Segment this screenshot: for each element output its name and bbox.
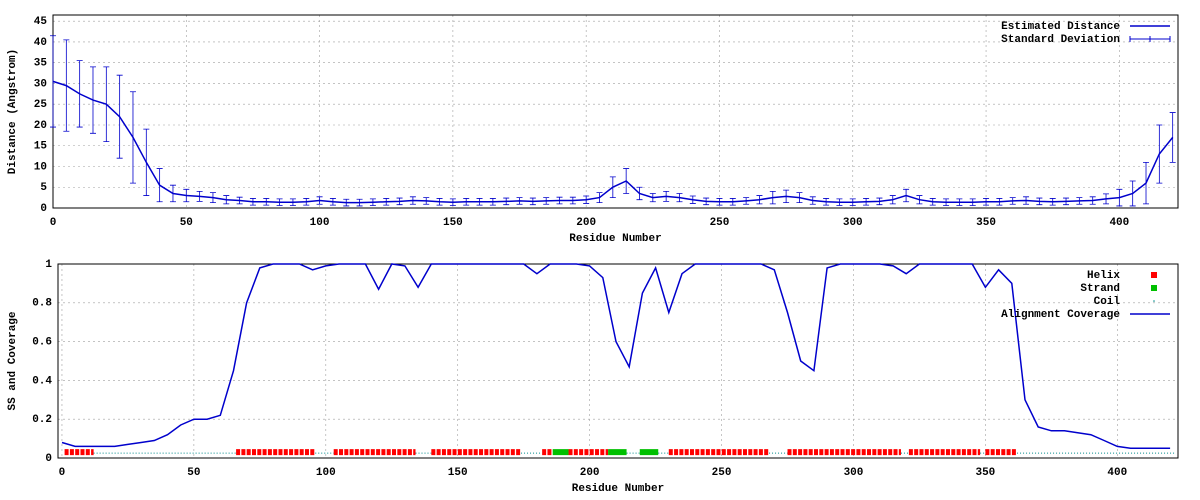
- x-tick-label: 150: [448, 467, 468, 479]
- y-tick-label: 35: [34, 58, 48, 70]
- data-line: [61, 263, 1171, 450]
- x-tick-label: 400: [1109, 217, 1129, 229]
- plot-frame: [57, 263, 1179, 459]
- x-tick-label: 250: [710, 217, 730, 229]
- y-tick-label: 10: [34, 161, 47, 173]
- y-tick-label: 25: [34, 99, 48, 111]
- y-axis-title: SS and Coverage: [7, 311, 19, 410]
- y-tick-label: 15: [34, 141, 48, 153]
- x-tick-label: 400: [1107, 467, 1127, 479]
- x-tick-label: 350: [976, 217, 996, 229]
- x-tick-label: 300: [844, 467, 864, 479]
- legend-marker: [1151, 285, 1157, 291]
- x-tick-label: 100: [316, 467, 336, 479]
- y-tick-label: 0.8: [32, 298, 52, 310]
- y-tick-label: 0.2: [32, 414, 52, 426]
- legend-label: Strand: [1080, 283, 1120, 295]
- legend-errorbar: [1129, 36, 1171, 42]
- x-tick-label: 350: [975, 467, 995, 479]
- x-tick-label: 0: [50, 217, 57, 229]
- y-tick-label: 0.4: [32, 375, 52, 387]
- x-tick-label: 100: [310, 217, 330, 229]
- x-tick-label: 50: [180, 217, 193, 229]
- legend-label: Coil: [1094, 296, 1121, 308]
- y-tick-label: 1: [45, 259, 52, 271]
- x-tick-label: 250: [712, 467, 732, 479]
- y-tick-label: 40: [34, 37, 47, 49]
- y-tick-label: 45: [34, 16, 48, 28]
- y-tick-label: 5: [40, 182, 47, 194]
- y-tick-label: 30: [34, 78, 47, 90]
- x-tick-label: 200: [576, 217, 596, 229]
- data-line: [52, 80, 1174, 204]
- x-tick-label: 50: [187, 467, 200, 479]
- legend-marker: [1153, 300, 1155, 302]
- x-axis-title: Residue Number: [572, 483, 664, 495]
- x-tick-label: 200: [580, 467, 600, 479]
- y-tick-label: 0: [45, 453, 52, 465]
- x-tick-label: 150: [443, 217, 463, 229]
- legend-label: Alignment Coverage: [1001, 309, 1120, 321]
- legend-label: Estimated Distance: [1001, 21, 1120, 33]
- y-tick-label: 0.6: [32, 337, 52, 349]
- legend-label: Helix: [1087, 270, 1120, 282]
- y-tick-label: 0: [40, 203, 47, 215]
- legend-label: Standard Deviation: [1001, 34, 1120, 46]
- y-axis-title: Distance (Angstrom): [7, 49, 19, 174]
- x-tick-label: 300: [843, 217, 863, 229]
- legend-marker: [1151, 272, 1157, 278]
- x-axis-title: Residue Number: [569, 233, 661, 245]
- y-tick-label: 20: [34, 120, 47, 132]
- x-tick-label: 0: [59, 467, 66, 479]
